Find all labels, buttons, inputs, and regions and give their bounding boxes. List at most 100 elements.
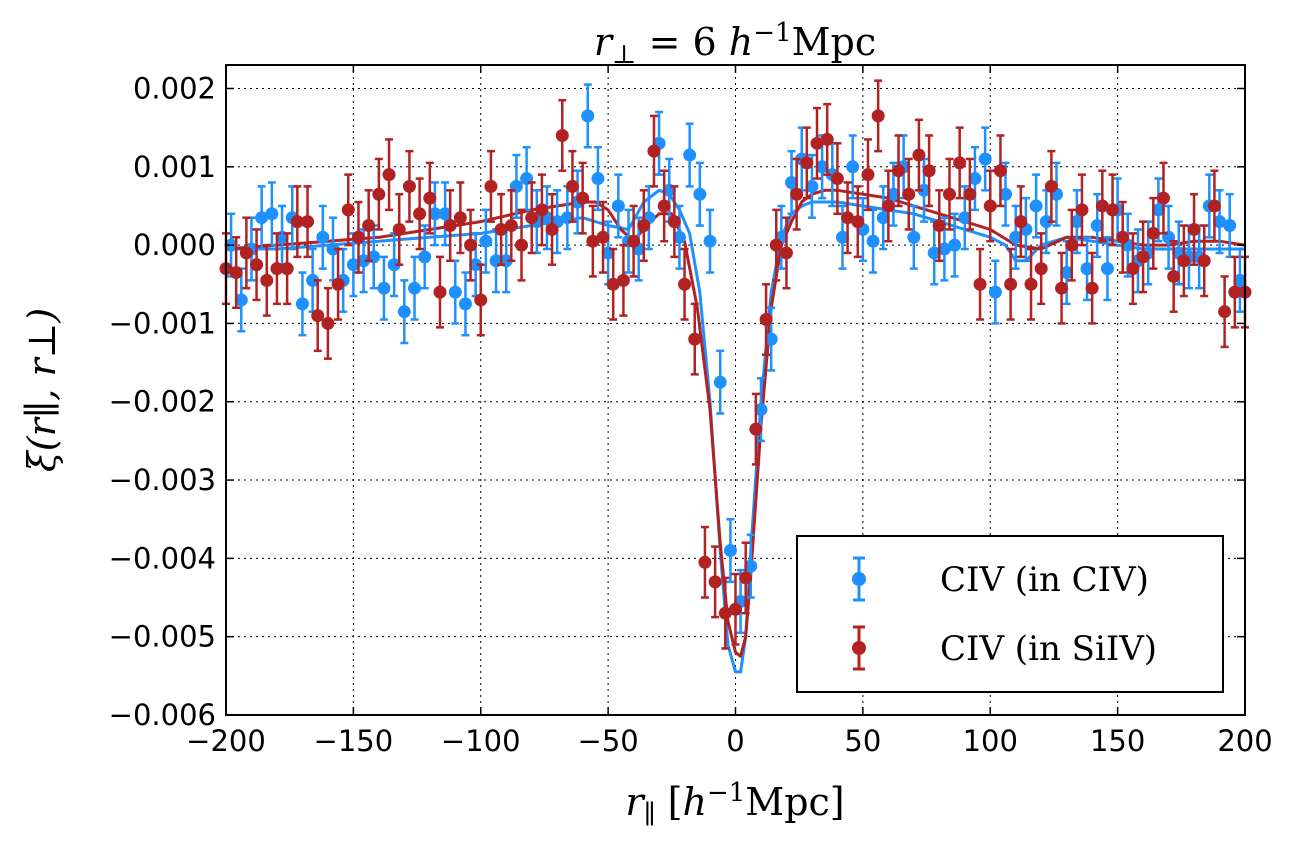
data-point bbox=[983, 199, 997, 213]
xlabel-sub: ∥ bbox=[644, 800, 656, 830]
data-point bbox=[1106, 203, 1120, 217]
data-point bbox=[1080, 262, 1094, 276]
data-point bbox=[1223, 219, 1237, 233]
data-point bbox=[464, 238, 478, 252]
y-tick-label: −0.005 bbox=[109, 620, 216, 654]
data-point bbox=[718, 606, 732, 620]
data-point bbox=[351, 230, 365, 244]
data-point bbox=[306, 273, 320, 287]
data-point bbox=[1151, 203, 1165, 217]
data-point bbox=[479, 234, 493, 248]
data-point bbox=[1070, 215, 1084, 229]
data-point bbox=[1116, 230, 1130, 244]
xlabel-unit-rest: Mpc] bbox=[745, 780, 844, 824]
data-point bbox=[1126, 262, 1140, 276]
data-point bbox=[672, 230, 686, 244]
data-point bbox=[586, 234, 600, 248]
data-point bbox=[693, 187, 707, 201]
data-point bbox=[800, 156, 814, 170]
data-point bbox=[1004, 277, 1018, 291]
data-point bbox=[301, 215, 315, 229]
data-point bbox=[448, 285, 462, 299]
data-point bbox=[678, 277, 692, 291]
data-point bbox=[830, 172, 844, 186]
data-point bbox=[1213, 215, 1227, 229]
x-tick-labels: −200 −150 −100 −50 0 50 100 150 200 bbox=[186, 724, 1273, 758]
data-point bbox=[1187, 222, 1201, 236]
data-point bbox=[545, 222, 559, 236]
data-point bbox=[968, 172, 982, 186]
data-point bbox=[346, 258, 360, 272]
data-point bbox=[408, 281, 422, 295]
data-point bbox=[1100, 262, 1114, 276]
data-point bbox=[484, 179, 498, 193]
data-point bbox=[1055, 281, 1069, 295]
data-point bbox=[525, 211, 539, 225]
x-axis-label: r∥ [h−1Mpc] bbox=[625, 778, 844, 830]
data-point bbox=[1014, 215, 1028, 229]
data-point bbox=[846, 160, 860, 174]
data-point bbox=[290, 215, 304, 229]
legend-label-civ-in-civ: CIV (in CIV) bbox=[940, 560, 1149, 600]
data-point bbox=[902, 187, 916, 201]
x-tick-label: 200 bbox=[1217, 724, 1272, 758]
legend-marker-dot bbox=[852, 572, 866, 586]
xlabel-var: r bbox=[625, 780, 646, 824]
title-sub: ⊥ bbox=[612, 40, 636, 70]
data-point bbox=[413, 207, 427, 221]
data-point bbox=[627, 234, 641, 248]
data-point bbox=[494, 222, 508, 236]
x-tick-label: −100 bbox=[441, 724, 521, 758]
data-point bbox=[953, 156, 967, 170]
data-point bbox=[535, 203, 549, 217]
data-point bbox=[280, 262, 294, 276]
data-point bbox=[428, 207, 442, 221]
xlabel-open: [ bbox=[656, 780, 683, 824]
data-point bbox=[932, 219, 946, 233]
data-point bbox=[453, 211, 467, 225]
legend-label-civ-in-siiv: CIV (in SiIV) bbox=[940, 629, 1157, 669]
data-point bbox=[270, 262, 284, 276]
data-point bbox=[754, 403, 768, 417]
data-point bbox=[341, 203, 355, 217]
data-point bbox=[657, 199, 671, 213]
y-tick-label: −0.001 bbox=[109, 306, 216, 340]
y-tick-labels: 0.002 0.001 0.000 −0.001 −0.002 −0.003 −0.004 −… bbox=[109, 71, 216, 732]
data-point bbox=[815, 160, 829, 174]
data-point bbox=[739, 571, 753, 585]
data-point bbox=[1009, 230, 1023, 244]
data-point bbox=[708, 575, 722, 589]
data-point bbox=[295, 297, 309, 311]
data-point bbox=[749, 422, 763, 436]
data-point bbox=[469, 258, 483, 272]
data-point bbox=[581, 109, 595, 123]
legend-entry-civ-in-civ: CIV (in CIV) bbox=[852, 556, 1149, 602]
data-point bbox=[835, 230, 849, 244]
legend-marker-dot bbox=[852, 641, 866, 655]
data-point bbox=[1060, 266, 1074, 280]
data-point bbox=[785, 175, 799, 189]
data-point bbox=[387, 258, 401, 272]
data-point bbox=[255, 211, 269, 225]
data-point bbox=[922, 164, 936, 178]
data-point bbox=[876, 211, 890, 225]
data-point bbox=[907, 230, 921, 244]
data-point bbox=[958, 211, 972, 225]
title-unit-rest: Mpc bbox=[792, 20, 877, 64]
data-point bbox=[999, 187, 1013, 201]
data-point bbox=[260, 273, 274, 287]
data-point bbox=[1233, 273, 1247, 287]
data-point bbox=[1167, 269, 1181, 283]
data-point bbox=[326, 242, 340, 256]
data-point bbox=[667, 215, 681, 229]
data-point bbox=[392, 222, 406, 236]
x-tick-label: 50 bbox=[844, 724, 881, 758]
x-tick-label: −200 bbox=[186, 724, 266, 758]
data-point bbox=[988, 285, 1002, 299]
data-point bbox=[683, 148, 697, 162]
data-point bbox=[372, 187, 386, 201]
data-point bbox=[1228, 285, 1242, 299]
data-point bbox=[316, 230, 330, 244]
y-tick-label: −0.003 bbox=[109, 463, 216, 497]
data-point bbox=[229, 266, 243, 280]
